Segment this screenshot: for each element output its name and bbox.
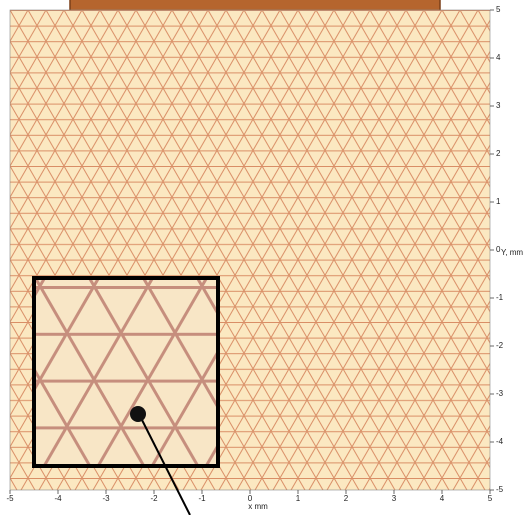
y-tick-label: 1 bbox=[496, 197, 501, 206]
y-tick-label: -3 bbox=[496, 389, 504, 398]
x-tick-label: 3 bbox=[392, 494, 397, 503]
x-tick-label: -5 bbox=[6, 494, 14, 503]
zoom-inset bbox=[34, 278, 218, 466]
x-tick-label: 4 bbox=[440, 494, 445, 503]
x-axis-label: x mm bbox=[248, 502, 268, 511]
x-tick-label: -1 bbox=[198, 494, 206, 503]
y-tick-label: 4 bbox=[496, 53, 501, 62]
x-tick-label: -2 bbox=[150, 494, 158, 503]
chart: x mm Y, mm -5-4-3-2-1012345-5-4-3-2-1012… bbox=[0, 0, 528, 515]
pointer-dot bbox=[130, 406, 146, 422]
y-tick-label: -4 bbox=[496, 437, 504, 446]
y-tick-label: 3 bbox=[496, 101, 501, 110]
x-tick-label: 5 bbox=[488, 494, 493, 503]
y-axis-label: Y, mm bbox=[501, 248, 523, 257]
x-tick-label: -3 bbox=[102, 494, 110, 503]
y-tick-label: -1 bbox=[496, 293, 504, 302]
x-tick-label: 2 bbox=[344, 494, 349, 503]
x-tick-label: 1 bbox=[296, 494, 301, 503]
y-tick-label: 5 bbox=[496, 5, 501, 14]
y-tick-label: -2 bbox=[496, 341, 504, 350]
x-tick-label: -4 bbox=[54, 494, 62, 503]
y-tick-label: 2 bbox=[496, 149, 501, 158]
y-tick-label: 0 bbox=[496, 245, 501, 254]
x-tick-label: 0 bbox=[248, 494, 253, 503]
y-tick-label: -5 bbox=[496, 485, 504, 494]
